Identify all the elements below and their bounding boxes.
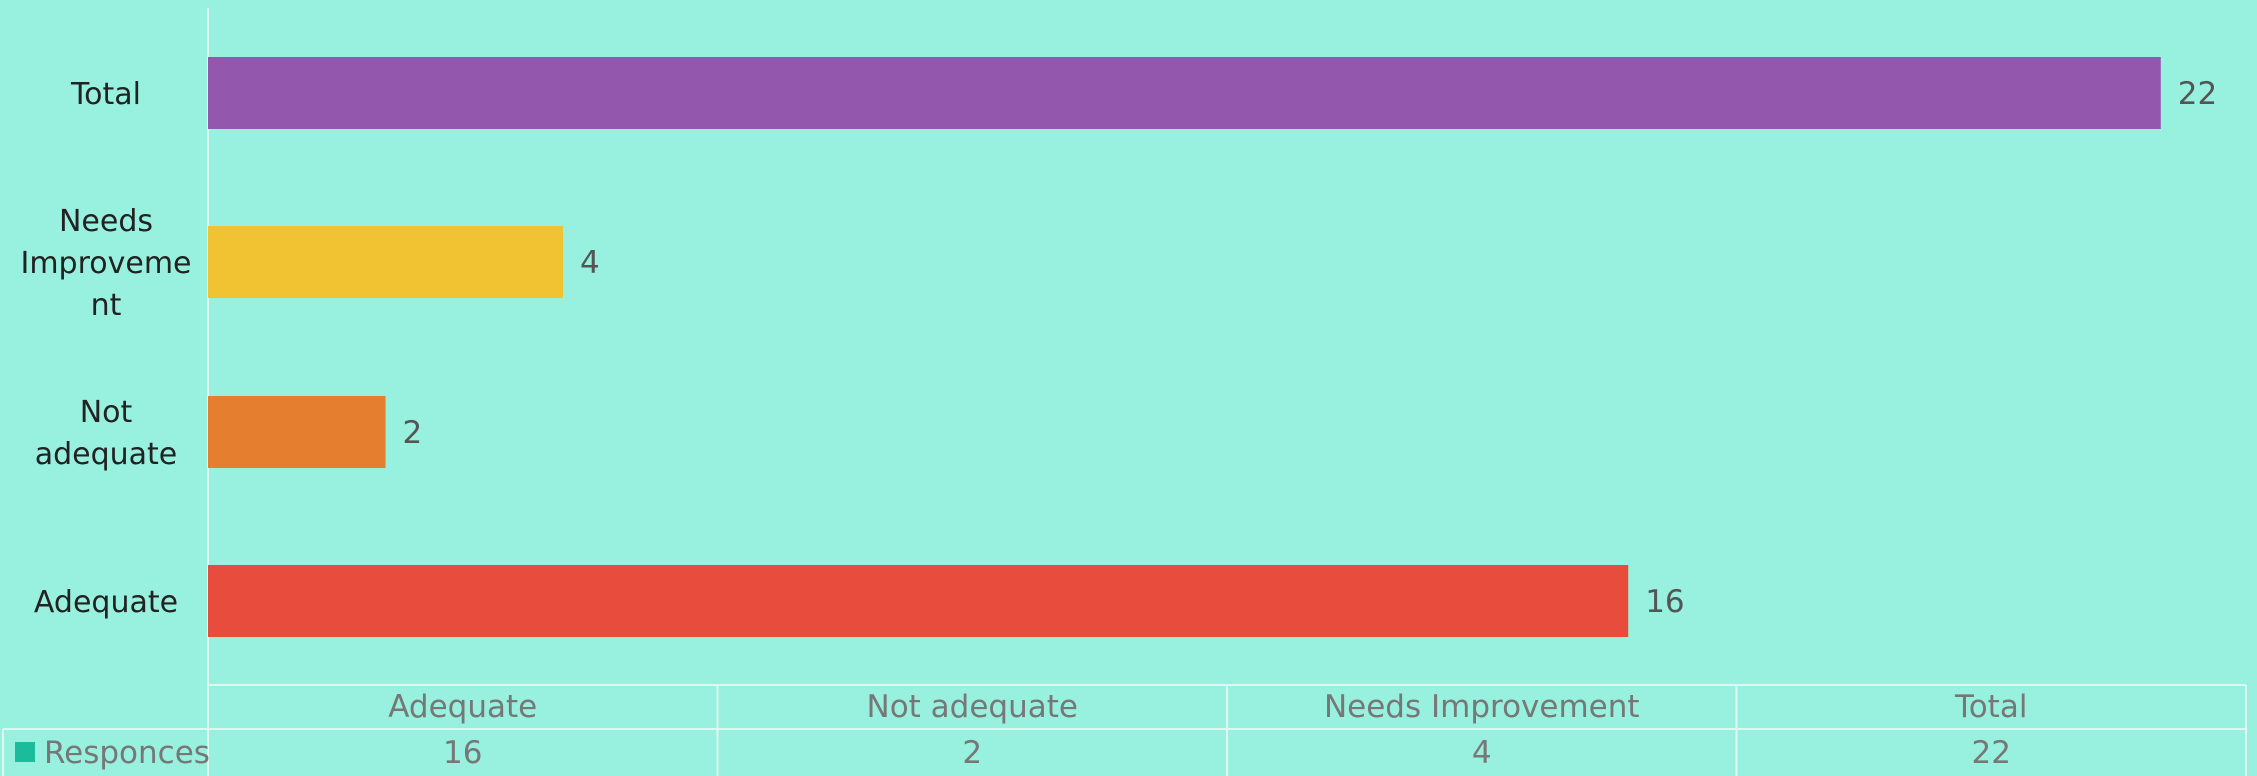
bar-needs-improvement <box>208 226 564 298</box>
data-label: 22 <box>2178 76 2217 112</box>
series-name-label: Responces <box>44 735 210 771</box>
table-header-cell: Total <box>1954 689 2027 725</box>
data-label: 2 <box>403 415 423 451</box>
table-value-cell: 16 <box>443 735 482 771</box>
table-header-cell: Adequate <box>388 689 537 725</box>
data-label: 4 <box>580 245 600 281</box>
table-value-cell: 4 <box>1472 735 1492 771</box>
category-tick-label: Adequate <box>34 585 178 620</box>
data-label: 16 <box>1645 584 1684 620</box>
table-value-cell: 2 <box>962 735 982 771</box>
bar-adequate <box>208 565 1629 637</box>
bar-total <box>208 57 2161 129</box>
table-header-cell: Not adequate <box>867 689 1078 725</box>
category-tick-label: Total <box>70 77 141 112</box>
legend-key-icon <box>15 742 35 762</box>
bar-not-adequate <box>208 396 386 468</box>
table-value-cell: 22 <box>1972 735 2011 771</box>
table-header-cell: Needs Improvement <box>1324 689 1640 725</box>
category-tick-label: Needs Improveme nt <box>20 204 191 323</box>
category-tick-label: Not adequate <box>35 395 178 472</box>
